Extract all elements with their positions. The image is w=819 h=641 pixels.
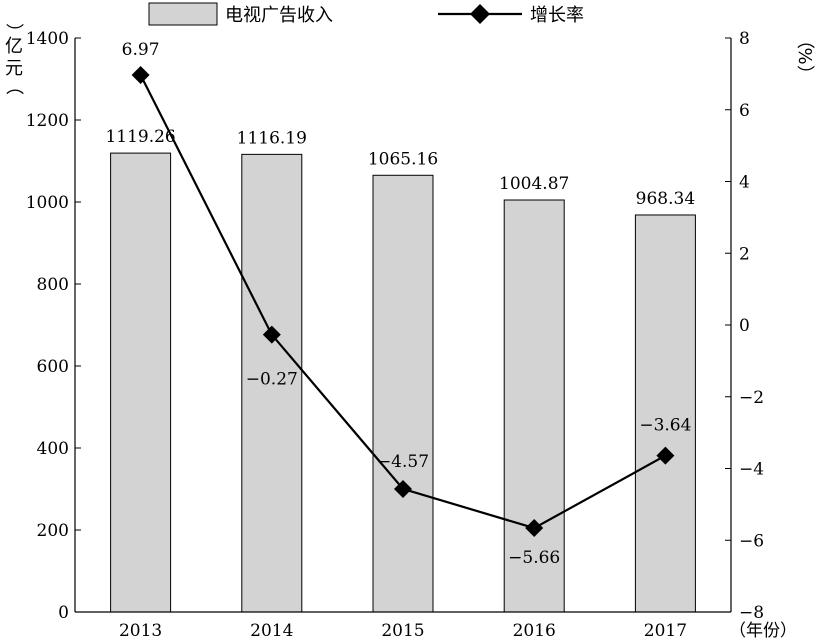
y-right-tick-label: 8: [739, 29, 750, 49]
bar-2014: [241, 153, 303, 613]
growth-rate-marker-2015: [394, 479, 412, 498]
y-right-tick-label: −2: [739, 388, 764, 408]
bar-value-label: 1004.87: [499, 174, 569, 194]
bar-2017: [634, 214, 696, 613]
y-left-tick-label: 400: [37, 439, 69, 459]
growth-rate-label: −3.64: [639, 416, 691, 436]
y-left-title-char: 元: [5, 58, 23, 79]
bar-2013: [110, 152, 172, 613]
y-left-title-char: （: [3, 77, 24, 95]
y-right-tick-label: 6: [739, 101, 750, 121]
growth-rate-label: −4.57: [377, 452, 429, 472]
legend-line-label: 增长率: [530, 5, 584, 26]
y-right-title-char: %: [794, 47, 815, 64]
growth-rate-label: −5.66: [508, 548, 560, 568]
bar-2015: [372, 174, 434, 613]
y-left-tick-label: 200: [37, 521, 69, 541]
y-left-tick-label: 0: [58, 603, 69, 623]
x-tick-label: 2016: [513, 621, 556, 641]
growth-rate-marker-2016: [525, 519, 544, 538]
y-left-tick-label: 1000: [26, 193, 69, 213]
y-left-tick-label: 800: [37, 275, 69, 295]
bar-value-label: 1065.16: [368, 149, 438, 169]
growth-rate-marker-2013: [131, 65, 150, 84]
y-right-tick-label: 2: [739, 244, 750, 264]
x-tick-label: 2017: [644, 621, 687, 641]
y-right-tick-label: −4: [739, 460, 764, 480]
legend-bar-swatch: [148, 2, 218, 26]
y-left-title-char: 亿: [5, 36, 23, 57]
bar-value-label: 1116.19: [237, 128, 307, 148]
y-left-title-char: ）: [3, 23, 24, 41]
x-tick-label: 2015: [381, 621, 424, 641]
y-right-title-char: （: [794, 31, 815, 49]
y-right-tick-label: −6: [739, 531, 764, 551]
growth-rate-label: −0.27: [246, 370, 298, 390]
bar-value-label: 968.34: [636, 189, 695, 209]
x-tick-label: 2014: [250, 621, 293, 641]
y-right-tick-label: −8: [739, 603, 764, 623]
y-left-tick-label: 1200: [26, 111, 69, 131]
y-right-title-char: ）: [794, 65, 815, 83]
growth-rate-marker-2017: [656, 446, 675, 465]
legend-bar-label: 电视广告收入: [225, 5, 333, 26]
growth-rate-marker-2014: [262, 325, 281, 344]
y-right-tick-label: 4: [739, 173, 750, 193]
y-left-tick-label: 600: [37, 357, 69, 377]
bar-value-label: 1119.26: [105, 127, 175, 147]
y-right-tick-label: 0: [739, 316, 750, 336]
bar-2016: [503, 199, 565, 613]
growth-rate-label: 6.97: [122, 40, 160, 60]
x-axis-title: （年份）: [729, 621, 797, 641]
legend-line-marker: [470, 4, 490, 24]
y-left-tick-label: 1400: [26, 29, 69, 49]
x-tick-label: 2013: [119, 621, 162, 641]
